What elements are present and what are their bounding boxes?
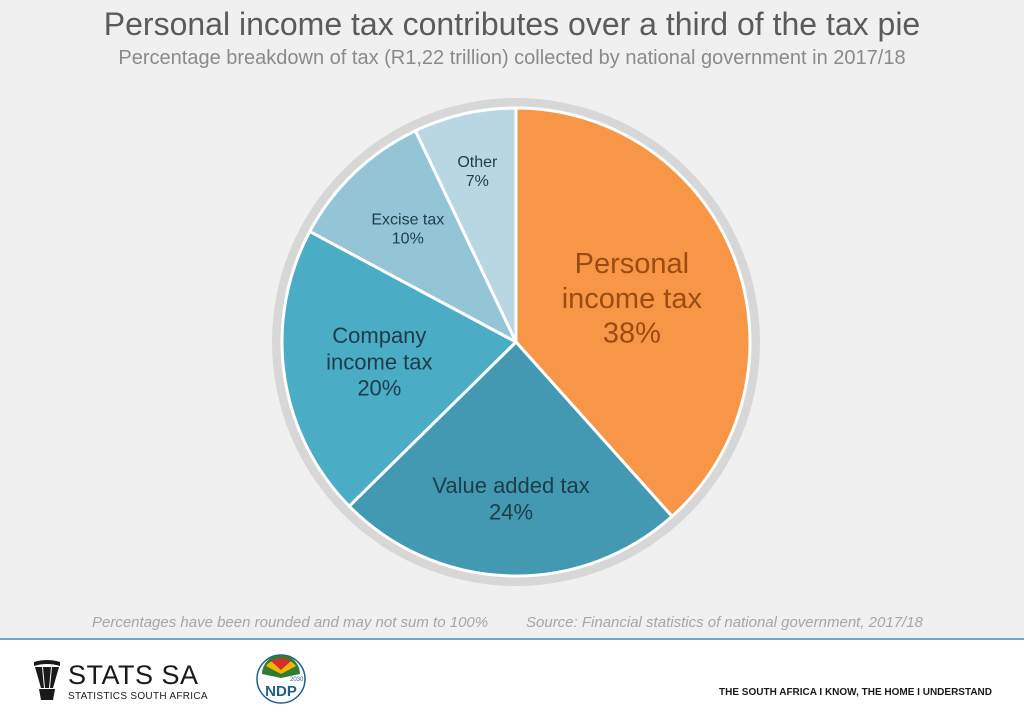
pie-labels: Personal income tax 38%Value added tax 24%C… xyxy=(326,154,702,525)
pie-slice-personal-income-tax xyxy=(514,106,752,518)
footer-slogan: THE SOUTH AFRICA I KNOW, THE HOME I UNDE… xyxy=(719,687,992,698)
stats-sa-logo: STATS SA STATISTICS SOUTH AFRICA xyxy=(32,658,232,706)
pie-label-excise-tax: Excise tax 10% xyxy=(371,212,444,248)
stats-sa-logo-subtitle: STATISTICS SOUTH AFRICA xyxy=(68,691,208,702)
pie-value-label: 38% xyxy=(603,318,661,350)
pie-category-label: Other xyxy=(457,154,498,171)
pie-category-label: income tax xyxy=(562,283,703,315)
chart-subtitle: Percentage breakdown of tax (R1,22 trill… xyxy=(118,47,906,69)
pie-label-value-added-tax: Value added tax 24% xyxy=(432,473,589,524)
ndp-text: NDP xyxy=(265,683,297,700)
pie-chart: Personal income tax 38%Value added tax 24%C… xyxy=(272,98,760,586)
pie-label-company-income-tax: Company income tax 20% xyxy=(326,323,432,401)
pie-category-label: Value added tax xyxy=(432,473,589,498)
pie-value-label: 10% xyxy=(392,231,424,248)
pie-slice-company-income-tax xyxy=(280,229,518,508)
pie-label-personal-income-tax: Personal income tax 38% xyxy=(562,248,703,350)
pie-slice-excise-tax xyxy=(308,129,518,344)
pie-slices xyxy=(280,106,752,578)
rounding-footnote: Percentages have been rounded and may no… xyxy=(92,614,489,631)
stats-sa-logo-name: STATS SA xyxy=(68,660,199,690)
ndp-year: 2030 xyxy=(290,677,304,683)
pie-category-label: Personal xyxy=(575,248,689,280)
pie-category-label: income tax xyxy=(326,349,432,374)
pie-value-label: 20% xyxy=(357,376,401,401)
pie-category-label: Excise tax xyxy=(371,212,444,229)
footer-divider xyxy=(0,638,1024,640)
pie-category-label: Company xyxy=(332,323,426,348)
chart-title: Personal income tax contributes over a t… xyxy=(103,6,921,42)
pie-slice-other xyxy=(413,106,518,344)
pie-slice-value-added-tax xyxy=(347,340,674,578)
pie-value-label: 7% xyxy=(466,173,489,190)
pie-value-label: 24% xyxy=(489,500,533,525)
ndp-2030-logo: 2030 NDP xyxy=(256,654,306,704)
footer: STATS SA STATISTICS SOUTH AFRICA 2030 ND… xyxy=(0,640,1024,711)
stats-sa-emblem-icon xyxy=(34,660,60,700)
source-footnote: Source: Financial statistics of national… xyxy=(526,614,923,631)
pie-label-other: Other 7% xyxy=(457,154,498,190)
